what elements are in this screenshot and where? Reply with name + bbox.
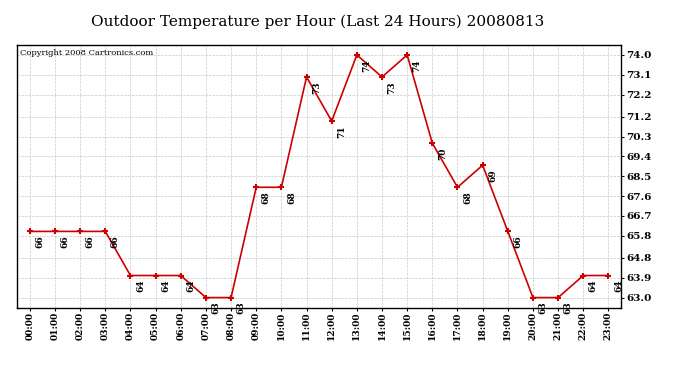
Text: 63: 63 xyxy=(538,302,547,315)
Text: Outdoor Temperature per Hour (Last 24 Hours) 20080813: Outdoor Temperature per Hour (Last 24 Ho… xyxy=(91,15,544,29)
Text: 68: 68 xyxy=(463,192,472,204)
Text: 66: 66 xyxy=(61,236,70,248)
Text: 68: 68 xyxy=(287,192,296,204)
Text: 74: 74 xyxy=(362,59,371,72)
Text: 66: 66 xyxy=(86,236,95,248)
Text: 63: 63 xyxy=(564,302,573,315)
Text: 64: 64 xyxy=(136,280,145,292)
Text: 74: 74 xyxy=(413,59,422,72)
Text: 73: 73 xyxy=(312,81,321,94)
Text: 70: 70 xyxy=(438,147,447,160)
Text: 73: 73 xyxy=(388,81,397,94)
Text: 68: 68 xyxy=(262,192,270,204)
Text: 64: 64 xyxy=(161,280,170,292)
Text: 64: 64 xyxy=(589,280,598,292)
Text: 69: 69 xyxy=(489,170,497,182)
Text: 64: 64 xyxy=(614,280,623,292)
Text: 66: 66 xyxy=(35,236,44,248)
Text: 66: 66 xyxy=(111,236,120,248)
Text: Copyright 2008 Cartronics.com: Copyright 2008 Cartronics.com xyxy=(20,49,153,57)
Text: 63: 63 xyxy=(237,302,246,315)
Text: 63: 63 xyxy=(211,302,221,315)
Text: 71: 71 xyxy=(337,125,346,138)
Text: 66: 66 xyxy=(513,236,522,248)
Text: 64: 64 xyxy=(186,280,195,292)
